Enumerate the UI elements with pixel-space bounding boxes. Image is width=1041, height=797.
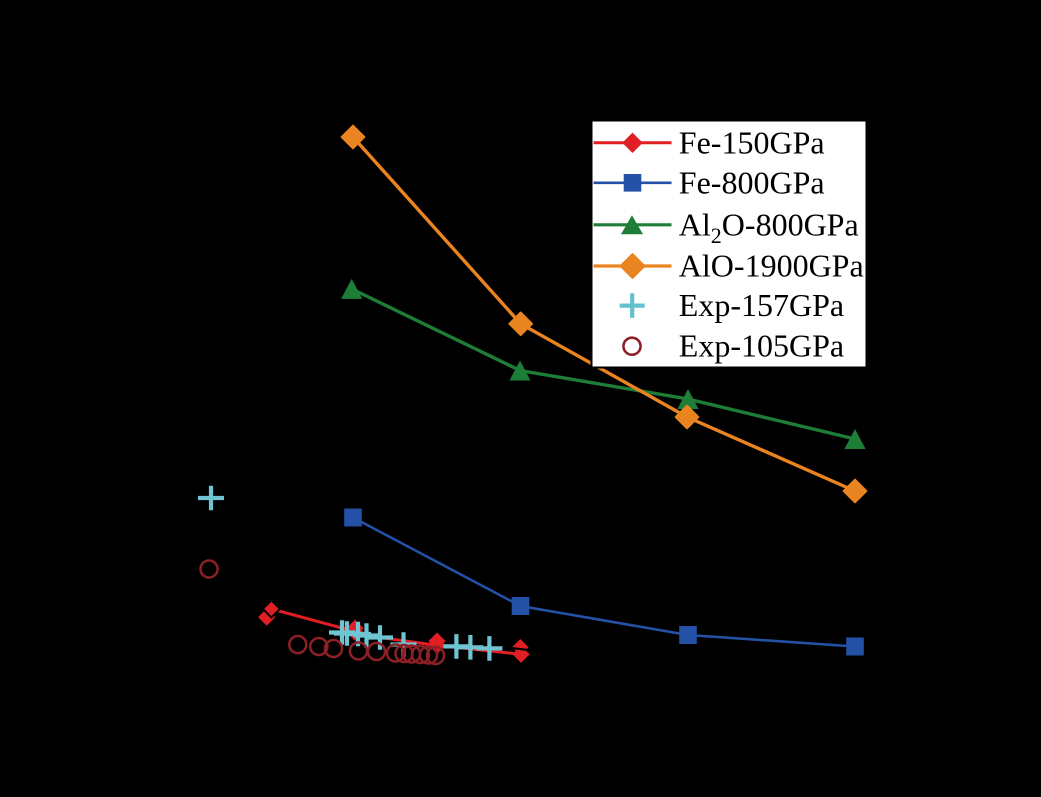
svg-text:Fe-800GPa: Fe-800GPa bbox=[679, 164, 825, 200]
svg-text:AlO-1900GPa: AlO-1900GPa bbox=[679, 248, 864, 284]
svg-text:Exp-157GPa: Exp-157GPa bbox=[679, 287, 844, 323]
svg-text:Al2O-800GPa: Al2O-800GPa bbox=[679, 206, 859, 248]
svg-text:Fe-150GPa: Fe-150GPa bbox=[679, 124, 825, 160]
svg-text:Exp-105GPa: Exp-105GPa bbox=[679, 328, 844, 364]
